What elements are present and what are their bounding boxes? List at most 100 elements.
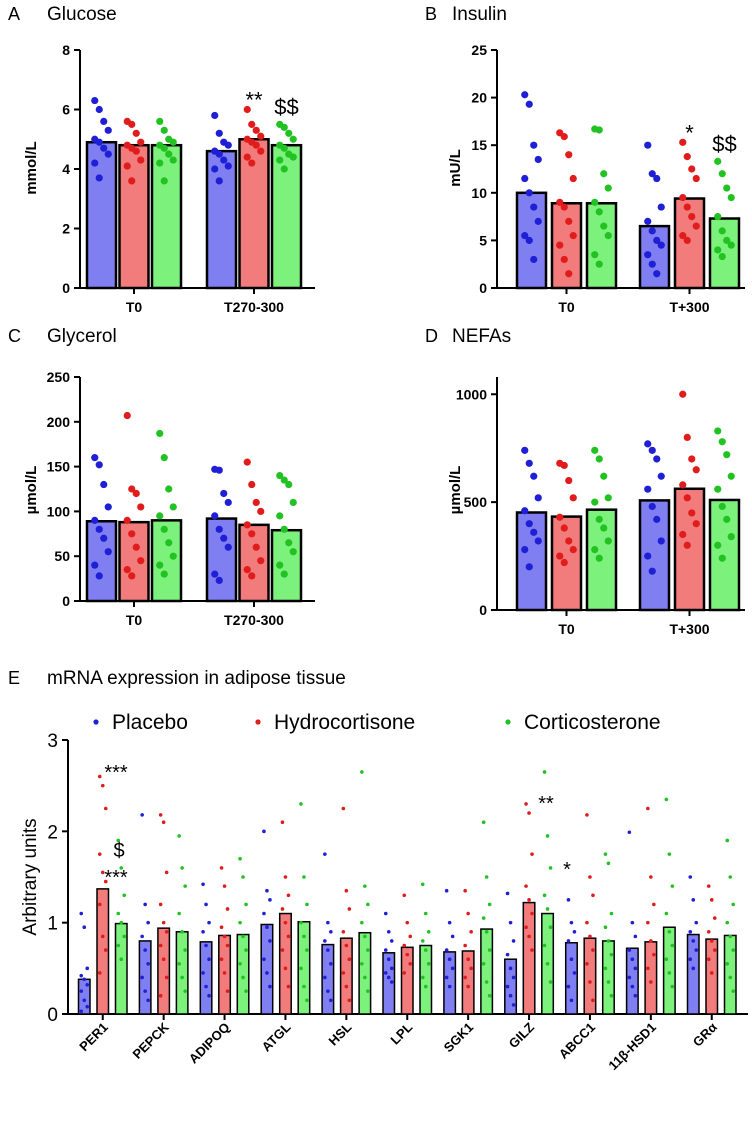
data-point [169, 503, 177, 511]
data-point [646, 966, 650, 971]
data-point [569, 998, 574, 1003]
y-tick-label: 15 [471, 137, 487, 153]
data-point [402, 893, 407, 898]
data-point [280, 570, 288, 578]
data-point [664, 911, 669, 916]
data-point [289, 548, 297, 556]
data-point [280, 820, 285, 824]
x-tick-label: GRα [690, 1020, 720, 1050]
data-point [718, 502, 726, 511]
data-point [128, 572, 136, 580]
data-point [466, 957, 470, 961]
data-point [302, 934, 306, 939]
data-point [383, 911, 388, 916]
bar-corticosterone [723, 934, 737, 1015]
data-point [165, 485, 173, 493]
data-point [484, 875, 489, 879]
bar-corticosterone [708, 498, 741, 612]
data-point [521, 507, 529, 515]
data-point [630, 984, 635, 989]
data-point [556, 513, 564, 521]
data-point [423, 911, 428, 916]
data-point [481, 820, 486, 824]
data-point [164, 975, 169, 980]
bar-hydrocortisone [238, 523, 270, 603]
data-point [688, 165, 696, 173]
data-point [692, 520, 700, 528]
data-point [548, 925, 553, 930]
data-point [244, 948, 248, 952]
data-point [487, 948, 492, 952]
x-tick-label: ABCC1 [556, 1020, 598, 1062]
data-point [648, 227, 656, 235]
data-point [560, 524, 568, 532]
data-point [341, 971, 346, 975]
data-point [420, 882, 425, 887]
data-point [201, 930, 205, 934]
data-point [180, 866, 184, 870]
x-tick-label: T0 [126, 299, 143, 315]
data-point [630, 957, 635, 961]
data-point [447, 984, 452, 989]
data-point [204, 984, 208, 989]
data-point [383, 971, 388, 975]
data-point [648, 260, 656, 268]
data-point [137, 503, 145, 511]
data-point [243, 105, 251, 114]
y-axis-label: µmol/L [23, 466, 40, 515]
data-point [268, 898, 272, 902]
data-point [657, 241, 665, 249]
y-tick-label: 3 [47, 731, 58, 752]
data-point [219, 925, 224, 930]
data-point [692, 174, 700, 183]
data-point [241, 934, 245, 939]
data-point [137, 156, 145, 164]
data-point [299, 920, 303, 925]
data-point [644, 552, 652, 560]
data-point [276, 471, 284, 480]
data-point [224, 498, 232, 507]
data-point [525, 520, 533, 528]
data-point [487, 902, 492, 907]
data-point [595, 515, 603, 523]
data-point [653, 455, 661, 463]
data-point [714, 541, 722, 549]
data-point [119, 920, 124, 925]
data-point [463, 943, 467, 948]
y-tick-label: 5 [479, 232, 487, 248]
data-point [103, 806, 108, 811]
data-point [530, 472, 538, 480]
data-point [128, 120, 136, 128]
y-tick-label: 0 [47, 1005, 58, 1026]
data-point [262, 829, 266, 834]
data-point [123, 411, 131, 420]
x-tick-label: ATGL [259, 1019, 294, 1054]
x-tick-label: T270-300 [224, 299, 284, 315]
data-point [360, 770, 364, 774]
data-point [285, 129, 293, 137]
bar-placebo [205, 149, 238, 290]
bar-corticosterone [480, 928, 494, 1015]
data-point [165, 539, 173, 547]
data-point [560, 203, 568, 211]
data-point [280, 476, 288, 484]
data-point [534, 494, 542, 502]
y-tick-label: 0 [479, 602, 487, 618]
data-point [565, 217, 573, 225]
data-point [646, 806, 650, 811]
data-point [169, 552, 177, 560]
data-point [679, 138, 687, 146]
data-point [683, 203, 691, 211]
data-point [644, 440, 652, 448]
data-point [714, 427, 722, 435]
bar-hydrocortisone [673, 487, 706, 612]
data-point [569, 545, 577, 554]
bar-placebo [382, 952, 396, 1015]
data-point [723, 184, 731, 192]
data-point [244, 989, 248, 993]
data-point [224, 162, 232, 170]
data-point [426, 930, 431, 934]
data-point [679, 232, 687, 240]
data-point [609, 993, 614, 998]
data-point [524, 802, 528, 806]
